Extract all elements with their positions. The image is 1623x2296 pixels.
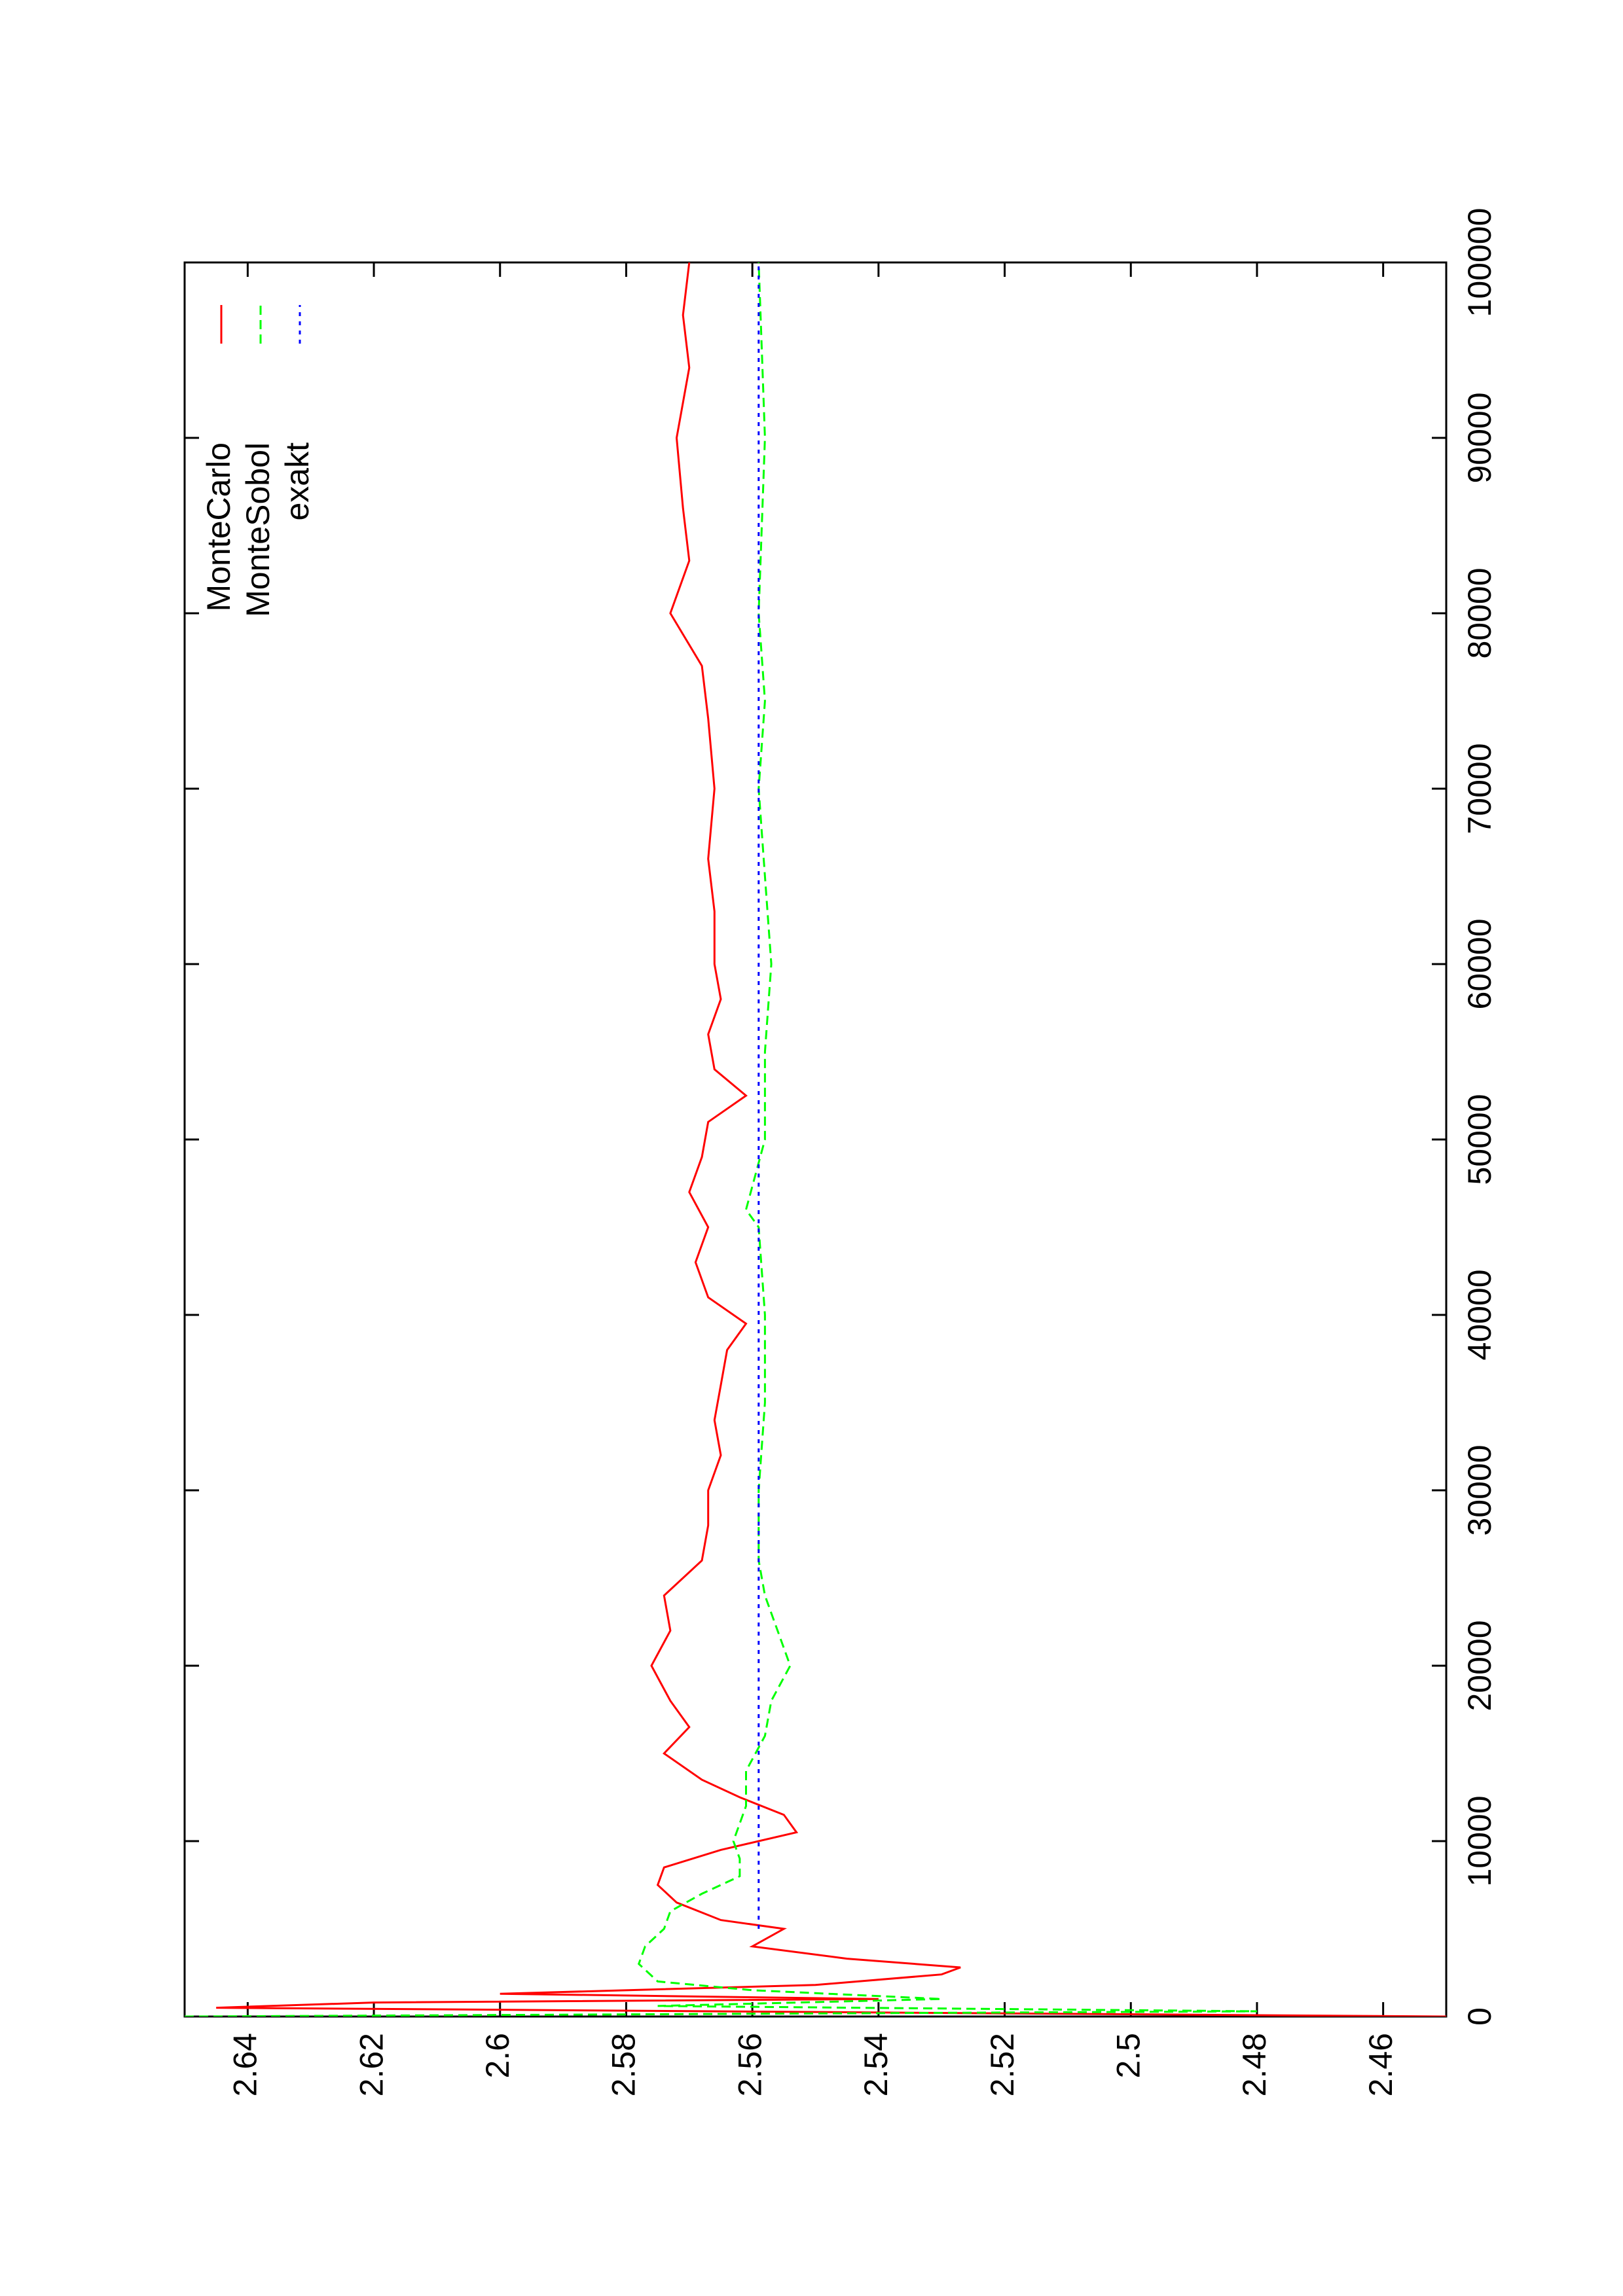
x-tick-label: 30000	[1461, 1444, 1498, 1535]
y-tick-label: 2.52	[984, 2033, 1021, 2096]
y-tick-label: 2.56	[731, 2033, 768, 2096]
x-tick-label: 10000	[1461, 1795, 1498, 1886]
plot-area	[185, 262, 1446, 2017]
legend-label: MonteSobol	[240, 442, 276, 617]
legend-label: exakt	[279, 442, 316, 521]
y-tick-label: 2.5	[1110, 2033, 1146, 2079]
x-tick-label: 50000	[1461, 1094, 1498, 1185]
x-tick-label: 100000	[1461, 208, 1498, 317]
plot-frame	[183, 261, 1448, 2018]
y-tick-label: 2.58	[606, 2033, 642, 2096]
x-tick-label: 60000	[1461, 918, 1498, 1009]
y-tick-label: 2.54	[858, 2033, 894, 2096]
x-tick-label: 90000	[1461, 392, 1498, 483]
series-line	[216, 262, 1446, 2017]
y-tick-label: 2.6	[479, 2033, 516, 2079]
x-tick-label: 40000	[1461, 1269, 1498, 1360]
y-tick-label: 2.48	[1236, 2033, 1273, 2096]
x-tick-label: 0	[1461, 2007, 1498, 2026]
y-tick-label: 2.46	[1362, 2033, 1399, 2096]
y-tick-label: 2.62	[353, 2033, 390, 2096]
series-line	[185, 262, 1258, 2017]
x-tick-label: 70000	[1461, 743, 1498, 834]
x-tick-label: 80000	[1461, 567, 1498, 658]
x-tick-label: 20000	[1461, 1620, 1498, 1711]
legend-label: MonteCarlo	[200, 442, 237, 611]
plot-group: 0 10000 20000 30000 40000 50000 60000 70000 8000…	[183, 208, 1498, 2096]
y-tick-label: 2.64	[227, 2033, 264, 2096]
